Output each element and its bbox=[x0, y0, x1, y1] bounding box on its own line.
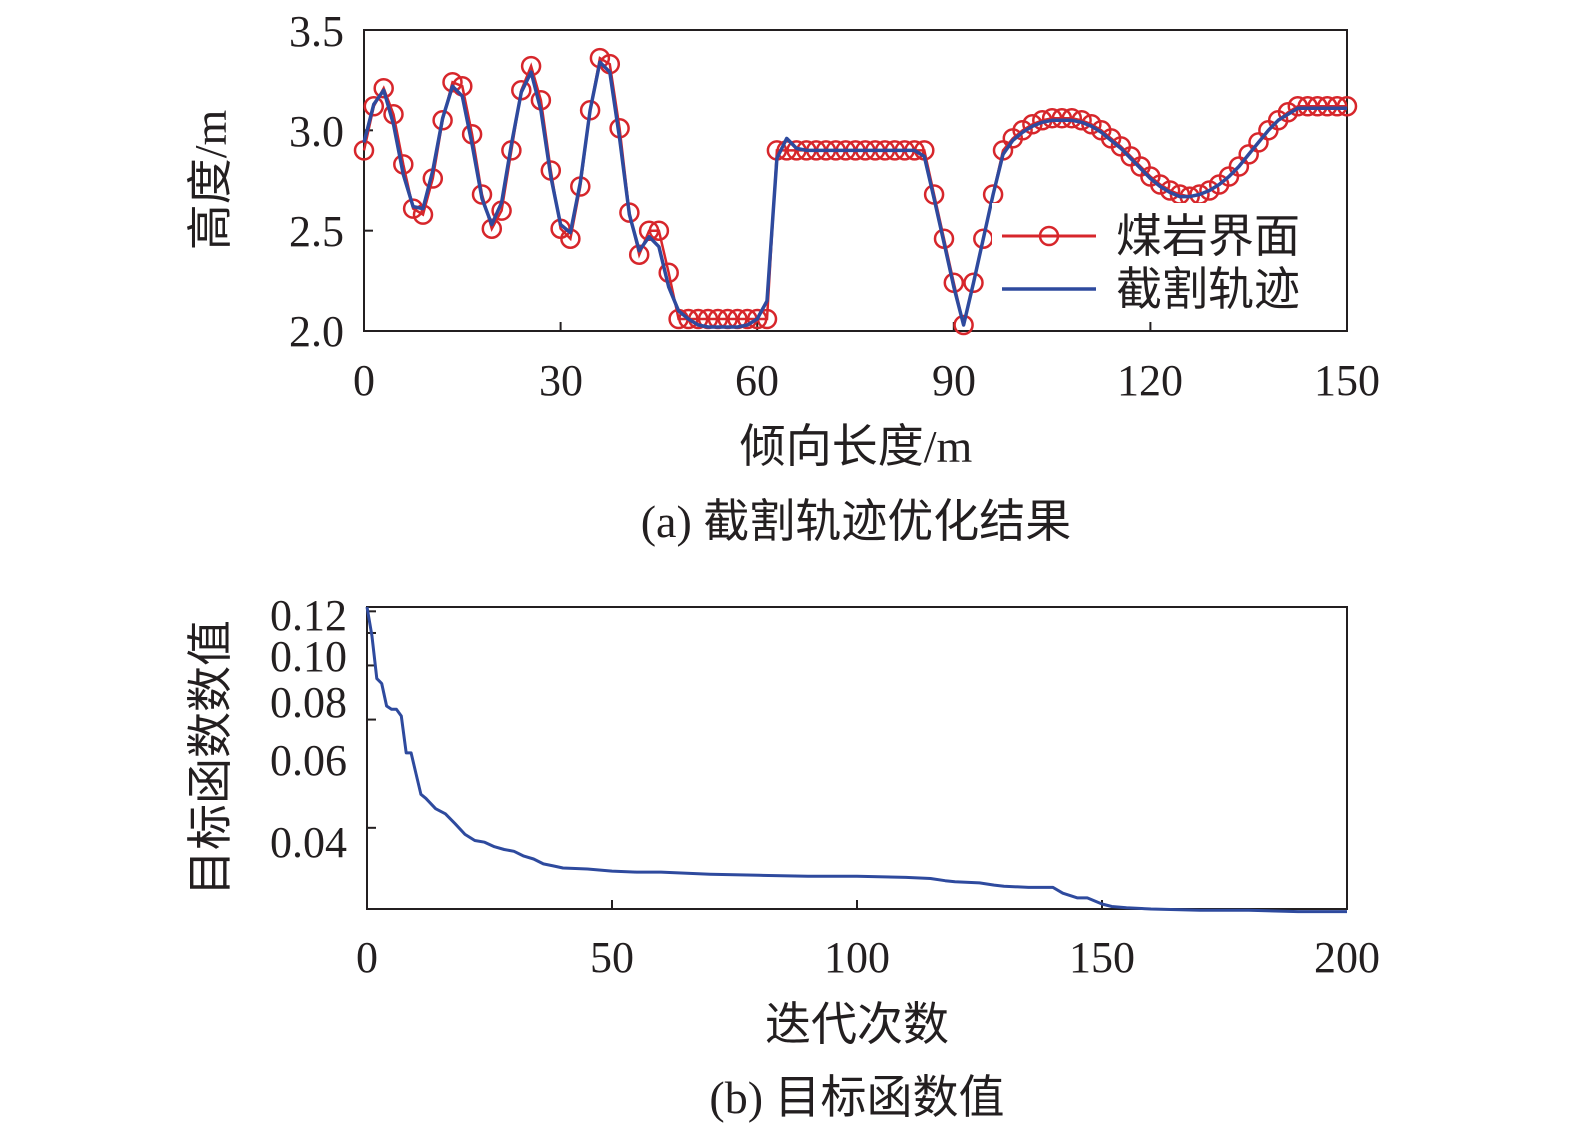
chart-b-y-tick-label: 0.04 bbox=[270, 818, 347, 867]
chart-a-y-tick-label: 2.5 bbox=[289, 207, 344, 256]
chart-b-x-tick-label: 50 bbox=[590, 933, 634, 982]
legend-marker-interface bbox=[1038, 225, 1060, 247]
chart-b-x-tick-label: 100 bbox=[824, 933, 890, 982]
chart-a-x-axis-label: 倾向长度/m bbox=[740, 421, 973, 472]
chart-a-y-axis-label: 高度/m bbox=[185, 110, 236, 251]
chart-a-series bbox=[353, 47, 1358, 336]
chart-a-x-tick-label: 90 bbox=[932, 356, 976, 405]
chart-a-caption: (a) 截割轨迹优化结果 bbox=[641, 496, 1072, 547]
chart-b-x-axis-label: 迭代次数 bbox=[765, 999, 949, 1050]
chart-a-x-tick-label: 60 bbox=[735, 356, 779, 405]
chart-b-x-tick-labels: 0 50 100 150 200 bbox=[356, 933, 1380, 982]
chart-b-ticks bbox=[366, 610, 1348, 909]
chart-a-y-tick-label: 2.0 bbox=[289, 307, 344, 356]
interface-point bbox=[1317, 96, 1338, 117]
interface-point bbox=[953, 314, 974, 336]
interface-point bbox=[1051, 108, 1073, 129]
interface-point bbox=[963, 272, 984, 294]
chart-b-y-tick-labels: 0.12 0.10 0.08 0.06 0.04 bbox=[270, 591, 347, 867]
chart-b-y-tick-label: 0.12 bbox=[270, 591, 347, 640]
chart-a-plot-frame bbox=[363, 29, 1348, 332]
interface-point bbox=[1326, 96, 1348, 117]
interface-point bbox=[373, 77, 394, 99]
series-line-trajectory bbox=[362, 60, 1347, 329]
interface-point bbox=[1159, 180, 1181, 201]
chart-b-x-tick-label: 150 bbox=[1069, 933, 1135, 982]
chart-a-x-tick-label: 150 bbox=[1314, 356, 1380, 405]
interface-point bbox=[1297, 96, 1318, 117]
legend-background bbox=[992, 203, 1344, 321]
chart-b-y-axis-label: 目标函数数值 bbox=[185, 620, 236, 896]
interface-point bbox=[1228, 156, 1250, 177]
chart-b: 0.12 0.10 0.08 0.06 0.04 0 50 100 150 20… bbox=[185, 591, 1380, 1123]
chart-b-y-tick-label: 0.08 bbox=[270, 678, 347, 727]
interface-point bbox=[1041, 108, 1063, 129]
chart-a-y-tick-label: 3.0 bbox=[289, 107, 344, 156]
chart-b-x-tick-label: 0 bbox=[356, 933, 378, 982]
interface-point bbox=[1149, 174, 1171, 195]
chart-b-plot-frame bbox=[366, 606, 1348, 910]
interface-point bbox=[1061, 108, 1083, 129]
chart-b-caption: (b) 目标函数值 bbox=[709, 1072, 1004, 1123]
interface-point bbox=[432, 110, 453, 131]
chart-a-x-tick-label: 120 bbox=[1117, 356, 1183, 405]
interface-point bbox=[1336, 96, 1358, 117]
chart-a-y-tick-labels: 3.5 3.0 2.5 2.0 bbox=[289, 7, 344, 356]
chart-a-x-tick-label: 30 bbox=[539, 356, 583, 405]
chart-b-x-tick-label: 200 bbox=[1314, 933, 1380, 982]
interface-point bbox=[678, 308, 699, 330]
interface-point bbox=[363, 96, 385, 117]
interface-point bbox=[1307, 96, 1328, 117]
series-line-objective bbox=[365, 606, 1347, 914]
chart-b-y-tick-label: 0.10 bbox=[270, 632, 347, 681]
chart-b-y-tick-label: 0.06 bbox=[270, 736, 347, 785]
legend-label-interface: 煤岩界面 bbox=[1116, 211, 1300, 262]
chart-a-x-tick-labels: 0 30 60 90 120 150 bbox=[353, 356, 1380, 405]
chart-a: 3.5 3.0 2.5 2.0 0 30 60 90 120 150 倾向长度/… bbox=[185, 7, 1380, 547]
interface-point bbox=[746, 308, 768, 330]
legend-label-trajectory: 截割轨迹 bbox=[1116, 264, 1300, 315]
chart-a-y-tick-label: 3.5 bbox=[289, 7, 344, 56]
interface-point bbox=[648, 220, 670, 241]
chart-b-series bbox=[365, 606, 1347, 914]
chart-a-legend: 煤岩界面 截割轨迹 bbox=[992, 203, 1344, 321]
interface-point bbox=[1287, 96, 1309, 117]
chart-a-x-tick-label: 0 bbox=[353, 356, 375, 405]
interface-point bbox=[1248, 132, 1269, 153]
